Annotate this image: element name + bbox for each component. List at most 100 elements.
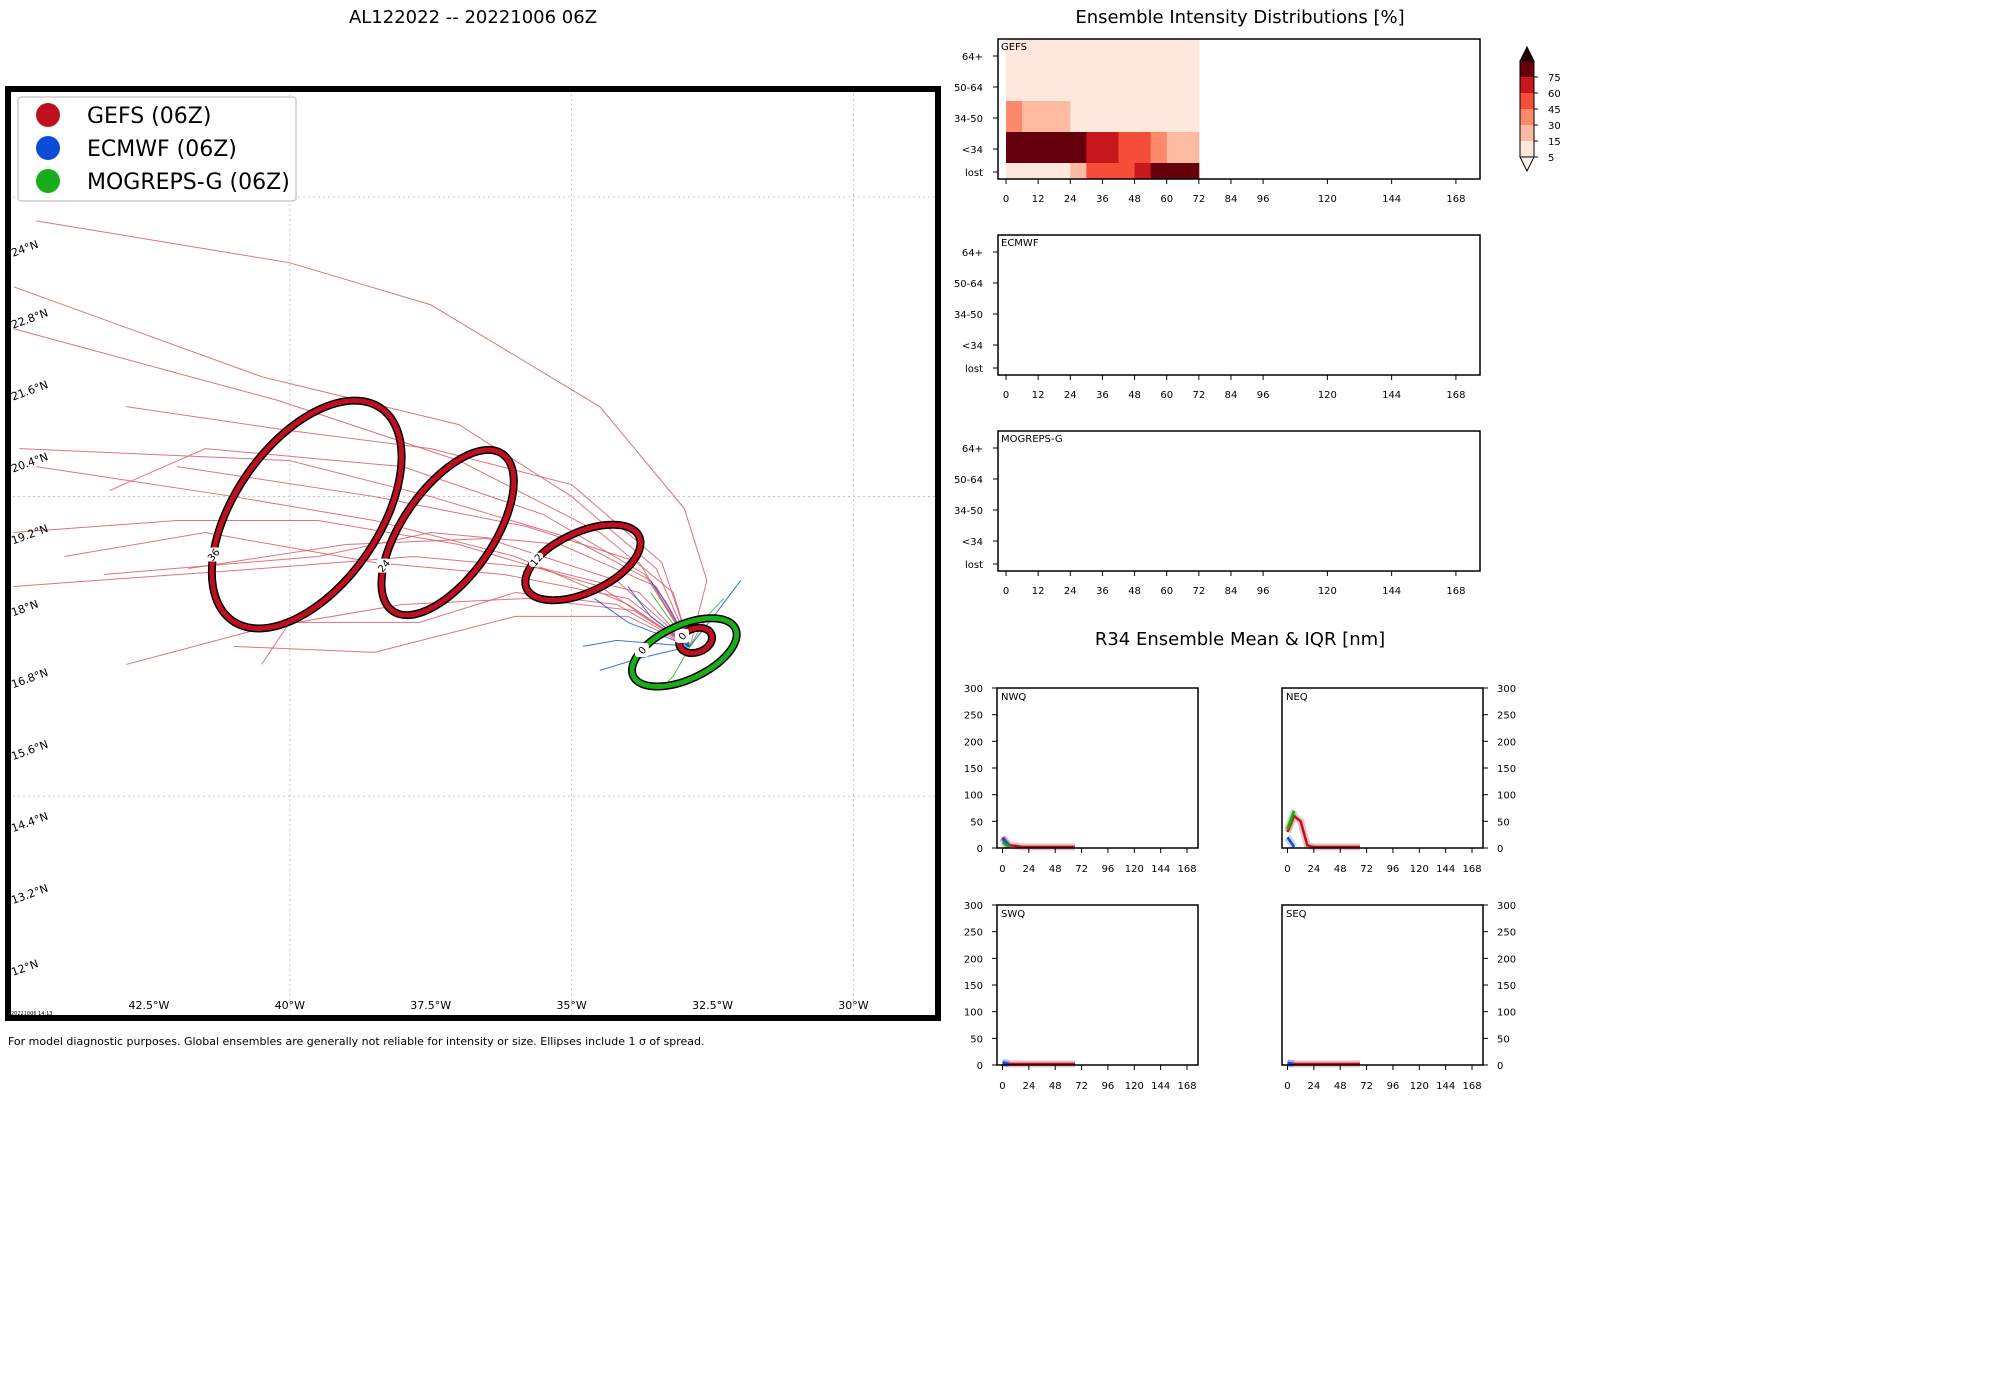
ellipse-hour-label-bg (634, 643, 649, 658)
intensity-panel-label: MOGREPS-G (1001, 434, 1063, 445)
y-tick-label: 0 (1497, 1061, 1503, 1072)
forecast-ellipse (522, 522, 644, 603)
heatmap-cell (1166, 39, 1184, 71)
colorbar-swatch (1520, 109, 1534, 125)
r34-panel-frame (996, 904, 1199, 1066)
heatmap-cell (1054, 132, 1071, 164)
heatmap-cell (1038, 101, 1055, 133)
x-tick-label: 72 (1192, 194, 1205, 205)
heatmap-cell (1054, 70, 1071, 102)
y-tick-label: 300 (1497, 901, 1516, 912)
heatmap-cell (1054, 163, 1071, 180)
heatmap-cell (1134, 70, 1152, 102)
x-tick-label: 144 (1151, 864, 1170, 875)
x-tick-label: 72 (1360, 1081, 1373, 1092)
x-tick-label: 168 (1462, 864, 1481, 875)
x-tick-label: 24 (1064, 390, 1077, 401)
heatmap-cell (1182, 39, 1200, 71)
x-tick-label: 72 (1192, 586, 1205, 597)
x-tick-label: 60 (1160, 194, 1173, 205)
y-tick-label: <34 (962, 537, 983, 548)
heatmap-cell (1134, 132, 1152, 164)
x-tick-label: 144 (1382, 390, 1401, 401)
heatmap-cell (1006, 39, 1023, 71)
intensity-panels: GEFS lost <34 34-50 50-64 64+ 0 12 24 36 48 60 72 84 9… (954, 38, 1481, 597)
x-tick-label: 72 (1192, 390, 1205, 401)
x-tick-label: 96 (1387, 1081, 1400, 1092)
x-tick-label: 168 (1177, 1081, 1196, 1092)
footnote: For model diagnostic purposes. Global en… (8, 1035, 705, 1048)
y-tick-label: 64+ (962, 52, 983, 63)
x-tick-label: 0 (1003, 390, 1009, 401)
colorbar-swatch (1520, 141, 1534, 157)
forecast-ellipse (378, 447, 517, 618)
gefs-track (109, 448, 691, 647)
x-tick-label: 24 (1307, 864, 1320, 875)
ellipse-hour-label: 0 (634, 643, 650, 658)
x-tick-label: 36 (1096, 586, 1109, 597)
y-tick-label: 34-50 (954, 506, 983, 517)
x-tick-label: 0 (1003, 586, 1009, 597)
heatmap-cell (1070, 39, 1087, 71)
map-title: AL122022 -- 20221006 06Z (349, 7, 597, 28)
x-tick-label: 72 (1075, 1081, 1088, 1092)
intensity-panel-label: GEFS (1001, 42, 1027, 53)
gefs-track (126, 597, 691, 665)
y-tick-label: lost (965, 168, 983, 179)
y-tick-label: 200 (964, 737, 983, 748)
y-tick-label: 200 (1497, 737, 1516, 748)
r34-panel-label: SWQ (1001, 909, 1025, 920)
x-tick-label: 48 (1128, 194, 1141, 205)
y-tick-label: lost (965, 364, 983, 375)
x-tick-label: 96 (1102, 864, 1115, 875)
y-tick-label: 150 (964, 981, 983, 992)
x-tick-label: 120 (1410, 864, 1429, 875)
ellipse-hour-label-bg (674, 628, 689, 643)
y-tick-label: 64+ (962, 444, 983, 455)
y-tick-label: 50-64 (954, 83, 983, 94)
heatmap-cell (1086, 132, 1103, 164)
r34-mean-line (1001, 841, 1010, 848)
track-map: 0 0 12 24 36 42.5°W 40°W 37.5°W 35°W 32.5°W 30°W 12… (5, 86, 941, 1021)
ecmwf-track (593, 598, 691, 647)
heatmap-cell (1022, 163, 1039, 180)
forecast-ellipse (209, 398, 405, 631)
lon-tick-label: 30°W (838, 999, 868, 1012)
intensity-panel-gefs: GEFS lost <34 34-50 50-64 64+ 0 12 24 36 48 60 72 84 9… (954, 38, 1481, 205)
intensity-title: Ensemble Intensity Distributions [%] (1075, 7, 1404, 28)
ecmwf-track (582, 639, 691, 647)
y-tick-label: 150 (964, 764, 983, 775)
legend-label: GEFS (06Z) (87, 104, 211, 129)
ellipse-hour-label-bg (376, 558, 391, 573)
ellipse-hour-text: 0 (637, 645, 650, 657)
x-tick-label: 96 (1257, 390, 1270, 401)
colorbar-tick-label: 60 (1548, 89, 1560, 100)
heatmap-cell (1038, 39, 1055, 71)
x-tick-label: 168 (1446, 586, 1465, 597)
heatmap-cell (1070, 132, 1087, 164)
x-tick-label: 24 (1064, 586, 1077, 597)
gefs-track (13, 520, 691, 647)
r34-mean-line (1287, 1061, 1295, 1066)
colorbar-swatch (1520, 93, 1534, 109)
r34-panel-neq: NEQ 0 50 100 150 200 250 300 0 24 48 72 96 120 144 168 (1281, 684, 1516, 875)
x-tick-label: 0 (1284, 864, 1290, 875)
r34-title: R34 Ensemble Mean & IQR [nm] (1095, 629, 1385, 650)
heatmap-cell (1134, 163, 1152, 180)
x-tick-label: 96 (1387, 864, 1400, 875)
y-tick-label: 50-64 (954, 279, 983, 290)
x-tick-label: 144 (1382, 586, 1401, 597)
y-tick-label: 50 (970, 817, 983, 828)
y-tick-label: lost (965, 560, 983, 571)
heatmap-cell (1086, 163, 1103, 180)
x-tick-label: 12 (1032, 586, 1045, 597)
colorbar-swatch (1520, 77, 1534, 93)
heatmap-cell (1006, 70, 1023, 102)
heatmap-cell (1086, 39, 1103, 71)
r34-mean-line (1001, 836, 1075, 849)
r34-panel-frame (1281, 904, 1484, 1066)
y-tick-label: 100 (964, 791, 983, 802)
gefs-track (261, 591, 691, 665)
ellipse-hour-label-bg (206, 547, 221, 562)
